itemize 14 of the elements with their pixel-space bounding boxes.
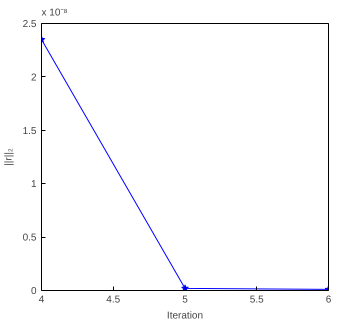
x-tick-label: 4 xyxy=(38,294,45,306)
y-tick-label: 1 xyxy=(30,179,37,190)
x-tick-label: 5 xyxy=(182,294,188,306)
y-tick-label: 2 xyxy=(30,72,37,84)
y-tick-label: 1.5 xyxy=(22,126,37,137)
x-tick-label: 6 xyxy=(326,294,332,306)
y-tick-label: 0.5 xyxy=(22,232,37,244)
y-tick-label: 0 xyxy=(30,286,37,297)
x-axis-title: Iteration xyxy=(166,310,204,322)
x-tick-label: 4.5 xyxy=(106,294,121,306)
text: x 10⁻⁸ xyxy=(42,8,68,18)
x-tick-label: 5.5 xyxy=(250,294,264,306)
y-tick-label: 2.5 xyxy=(22,19,37,30)
y-axis-title: ||r||₂ xyxy=(4,148,15,166)
